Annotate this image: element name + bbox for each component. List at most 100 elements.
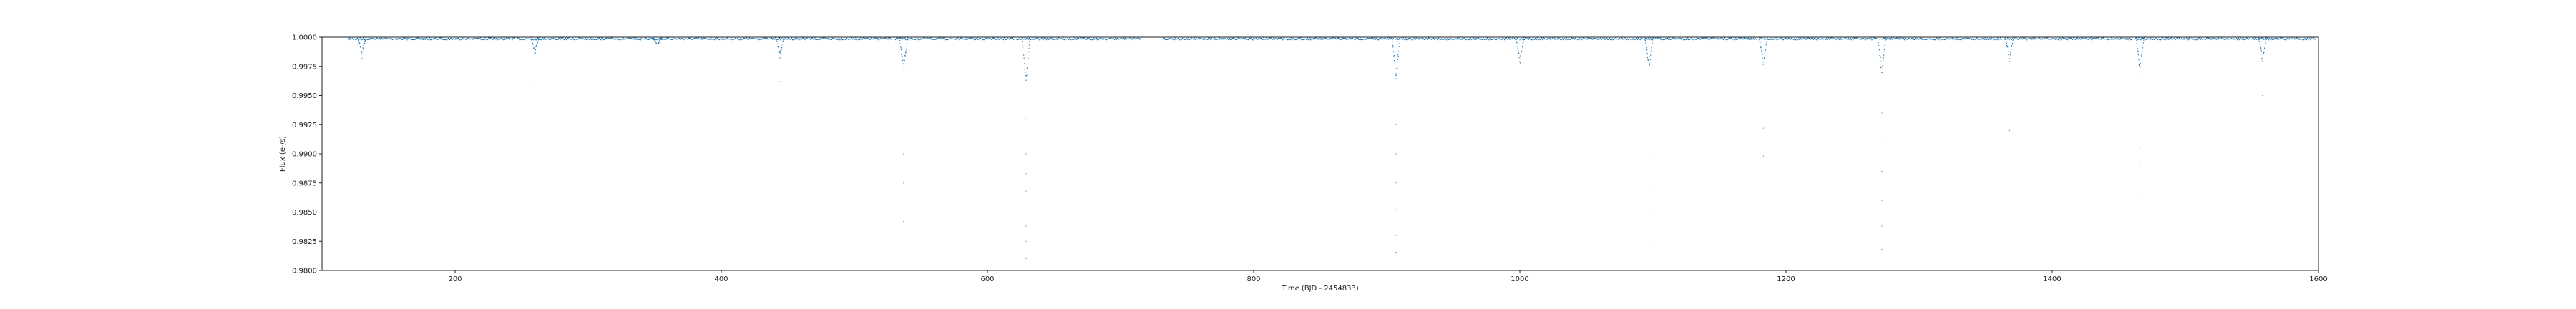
x-tick-label: 800 bbox=[1246, 275, 1260, 283]
data-point bbox=[836, 39, 838, 40]
data-point bbox=[1984, 39, 1985, 41]
transit-point bbox=[899, 37, 900, 39]
data-point bbox=[1187, 39, 1189, 40]
data-point bbox=[2097, 37, 2099, 39]
data-point bbox=[866, 38, 867, 39]
data-point bbox=[746, 37, 747, 39]
data-point bbox=[1516, 37, 1518, 39]
data-point bbox=[2296, 37, 2298, 39]
data-point bbox=[1426, 38, 1428, 39]
data-point bbox=[945, 39, 947, 41]
transit-point bbox=[2139, 65, 2140, 67]
data-point bbox=[814, 37, 815, 39]
data-point bbox=[2021, 37, 2022, 39]
data-point bbox=[1830, 37, 1832, 39]
transit-point bbox=[2137, 54, 2140, 56]
data-point bbox=[2236, 38, 2238, 39]
transit-point bbox=[777, 46, 779, 47]
data-point bbox=[605, 38, 606, 39]
data-point bbox=[1921, 37, 1923, 39]
data-point bbox=[1320, 39, 1322, 40]
transit-point bbox=[779, 57, 781, 59]
data-point bbox=[2276, 39, 2278, 40]
data-point bbox=[1114, 39, 1116, 41]
data-point bbox=[1508, 37, 1510, 39]
data-point bbox=[1963, 38, 1965, 39]
transit-point bbox=[654, 39, 655, 41]
y-tick-label: 1.0000 bbox=[292, 34, 317, 42]
data-point bbox=[1873, 37, 1875, 39]
data-point bbox=[1091, 39, 1093, 41]
data-point bbox=[1967, 38, 1968, 39]
data-point bbox=[633, 37, 635, 39]
data-point bbox=[1297, 38, 1298, 39]
data-point bbox=[1392, 37, 1394, 39]
data-point bbox=[2090, 37, 2092, 39]
transit-point bbox=[2142, 42, 2145, 44]
data-point bbox=[555, 39, 557, 41]
data-point bbox=[517, 38, 519, 39]
data-point bbox=[543, 39, 545, 40]
data-point bbox=[1674, 38, 1676, 39]
data-point bbox=[2085, 37, 2087, 39]
data-point bbox=[1998, 39, 1999, 41]
data-point bbox=[1795, 39, 1797, 41]
transit-point bbox=[1878, 42, 1879, 44]
data-point bbox=[2198, 37, 2200, 39]
data-point bbox=[1653, 37, 1654, 39]
data-point bbox=[1621, 37, 1622, 39]
data-point bbox=[399, 38, 401, 39]
data-point bbox=[1875, 37, 1878, 39]
transit-point bbox=[1522, 46, 1523, 48]
data-point bbox=[2303, 39, 2305, 41]
data-point bbox=[1343, 37, 1345, 39]
data-point bbox=[1641, 38, 1643, 39]
data-point bbox=[1566, 37, 1567, 39]
data-point bbox=[1599, 38, 1601, 39]
data-point bbox=[897, 37, 899, 39]
data-point bbox=[350, 37, 351, 39]
data-point bbox=[603, 39, 605, 40]
data-point bbox=[1116, 37, 1118, 39]
data-point bbox=[578, 37, 580, 39]
transit-point bbox=[2142, 47, 2144, 49]
data-point bbox=[1194, 37, 1195, 39]
transit-point bbox=[531, 39, 532, 41]
data-point bbox=[1776, 39, 1777, 40]
data-point bbox=[1699, 39, 1701, 40]
data-point bbox=[1597, 39, 1599, 40]
data-point bbox=[1770, 39, 1772, 40]
data-point bbox=[1289, 39, 1291, 41]
data-point bbox=[1937, 37, 1938, 39]
outlier-point bbox=[2262, 95, 2263, 96]
data-point bbox=[1322, 39, 1324, 40]
data-point bbox=[1660, 39, 1662, 40]
data-point bbox=[1679, 38, 1681, 39]
data-point bbox=[2108, 38, 2109, 39]
data-point bbox=[1229, 37, 1231, 39]
transit-point bbox=[1765, 50, 1766, 52]
data-point bbox=[2141, 37, 2142, 39]
data-point bbox=[1834, 38, 1835, 39]
transit-point bbox=[1763, 57, 1765, 59]
data-point bbox=[2084, 38, 2087, 39]
data-point bbox=[509, 38, 510, 39]
data-point bbox=[1782, 39, 1783, 41]
data-point bbox=[794, 37, 796, 39]
transit-point bbox=[901, 54, 902, 55]
transit-point bbox=[1021, 37, 1023, 39]
data-point bbox=[1463, 38, 1465, 39]
data-point bbox=[1760, 37, 1762, 39]
data-point bbox=[867, 37, 869, 39]
transit-point bbox=[658, 42, 660, 44]
data-point bbox=[490, 37, 492, 39]
outlier-point bbox=[903, 221, 904, 222]
data-point bbox=[2306, 38, 2308, 39]
data-point bbox=[1663, 39, 1664, 41]
data-point bbox=[421, 37, 424, 39]
data-point bbox=[709, 39, 711, 40]
data-point bbox=[630, 37, 633, 39]
data-point bbox=[732, 39, 733, 41]
data-point bbox=[348, 37, 349, 39]
x-tick-label: 1200 bbox=[1777, 275, 1795, 283]
